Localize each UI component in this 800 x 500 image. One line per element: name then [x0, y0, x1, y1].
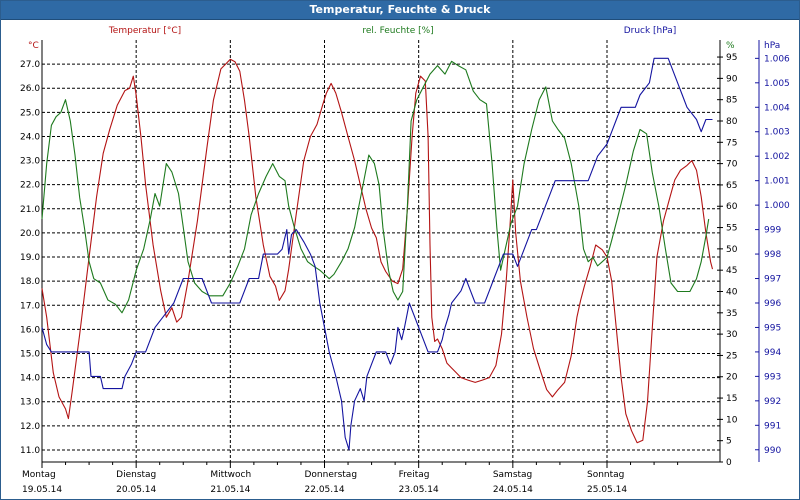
pressure-axis: 990 991 992 993 994 995 996 997 998 999 1.000 1.001…: [755, 41, 790, 456]
temp-tick-label: 21.0: [20, 205, 40, 215]
chart-title: Temperatur, Feuchte & Druck: [309, 3, 491, 16]
series-labels: Temperatur [°C] rel. Feuchte [%] Druck [hP…: [108, 26, 676, 36]
temperature-axis: 11.0 12.0 13.0 14.0 15.0 16.0 17.0 18.0 19.0 20.0…: [20, 41, 40, 456]
temp-tick-label: 26.0: [20, 84, 40, 94]
temp-tick-label: 23.0: [20, 157, 40, 167]
press-tick-label: 993: [764, 372, 781, 382]
temp-tick-label: 15.0: [20, 349, 40, 359]
hum-tick-label: 55: [726, 224, 737, 234]
grid-lines: [41, 40, 760, 463]
temp-tick-label: 19.0: [20, 253, 40, 263]
hum-tick-label: 75: [726, 138, 737, 148]
press-tick-label: 999: [764, 226, 781, 236]
hum-tick-label: 5: [726, 437, 732, 447]
temp-tick-label: 14.0: [20, 374, 40, 384]
hum-tick-label: 95: [726, 53, 737, 63]
hum-tick-label: 80: [726, 117, 738, 127]
hum-tick-label: 25: [726, 351, 737, 361]
press-tick-label: 1.005: [764, 79, 790, 89]
temp-tick-label: 22.0: [20, 181, 40, 191]
temp-tick-label: 24.0: [20, 132, 40, 142]
x-day-label: Montag: [22, 470, 56, 480]
x-date-label: 22.05.14: [305, 485, 345, 495]
hum-unit-label: %: [726, 41, 735, 51]
x-day-label: Samstag: [493, 470, 532, 480]
x-date-label: 25.05.14: [587, 485, 627, 495]
temp-tick-label: 18.0: [20, 277, 40, 287]
hum-tick-label: 0: [726, 458, 732, 468]
hum-tick-label: 20: [726, 373, 738, 383]
x-date-label: 24.05.14: [493, 485, 533, 495]
press-tick-label: 1.003: [764, 128, 790, 138]
x-axis-labels: Montag 19.05.14 Dienstag 20.05.14 Mittwoch 21…: [22, 462, 679, 495]
hum-tick-label: 70: [726, 160, 738, 170]
press-tick-label: 994: [764, 348, 781, 358]
title-bar: Temperatur, Feuchte & Druck: [1, 1, 799, 20]
press-tick-label: 990: [764, 446, 781, 456]
hum-tick-label: 85: [726, 96, 737, 106]
temp-tick-label: 20.0: [20, 229, 40, 239]
temp-tick-label: 11.0: [20, 446, 40, 456]
hum-tick-label: 50: [726, 245, 738, 255]
temp-tick-label: 12.0: [20, 422, 40, 432]
press-tick-label: 1.000: [764, 201, 790, 211]
temp-unit-label: °C: [28, 41, 39, 51]
press-tick-label: 1.001: [764, 177, 790, 187]
hum-series-line: [41, 60, 710, 314]
x-date-label: 21.05.14: [210, 485, 250, 495]
temp-series-label: Temperatur [°C]: [108, 26, 181, 36]
series-lines: [41, 57, 714, 451]
hum-tick-label: 10: [726, 415, 738, 425]
hum-tick-label: 35: [726, 309, 737, 319]
x-day-label: Freitag: [399, 470, 430, 480]
press-tick-label: 992: [764, 397, 781, 407]
press-series-line: [41, 57, 713, 451]
press-unit-label: hPa: [764, 41, 780, 51]
press-tick-label: 997: [764, 275, 781, 285]
press-tick-label: 996: [764, 299, 781, 309]
x-date-label: 20.05.14: [116, 485, 156, 495]
hum-tick-label: 65: [726, 181, 737, 191]
x-day-label: Donnerstag: [305, 470, 358, 480]
x-day-label: Sonntag: [587, 470, 624, 480]
temp-series-line: [41, 58, 714, 444]
press-tick-label: 1.002: [764, 152, 790, 162]
press-tick-label: 998: [764, 250, 781, 260]
hum-tick-label: 90: [726, 74, 738, 84]
x-date-label: 19.05.14: [22, 485, 62, 495]
x-date-label: 23.05.14: [399, 485, 439, 495]
temp-tick-label: 25.0: [20, 108, 40, 118]
temp-tick-label: 27.0: [20, 60, 40, 70]
hum-tick-label: 60: [726, 202, 738, 212]
press-tick-label: 1.004: [764, 103, 790, 113]
x-day-label: Mittwoch: [210, 470, 251, 480]
temp-tick-label: 17.0: [20, 301, 40, 311]
hum-tick-label: 15: [726, 394, 737, 404]
hum-tick-label: 40: [726, 287, 738, 297]
press-tick-label: 991: [764, 421, 781, 431]
hum-tick-label: 30: [726, 330, 738, 340]
x-day-label: Dienstag: [116, 470, 156, 480]
press-series-label: Druck [hPa]: [624, 26, 677, 36]
temp-tick-label: 13.0: [20, 398, 40, 408]
press-tick-label: 995: [764, 323, 781, 333]
hum-tick-label: 45: [726, 266, 737, 276]
press-tick-label: 1.006: [764, 54, 790, 64]
temp-tick-label: 16.0: [20, 325, 40, 335]
hum-series-label: rel. Feuchte [%]: [362, 26, 433, 36]
humidity-axis: 0 5 10 15 20 25 30 35 40 45 50 55 60 65 70 75 80 85 90 95%: [717, 41, 738, 468]
